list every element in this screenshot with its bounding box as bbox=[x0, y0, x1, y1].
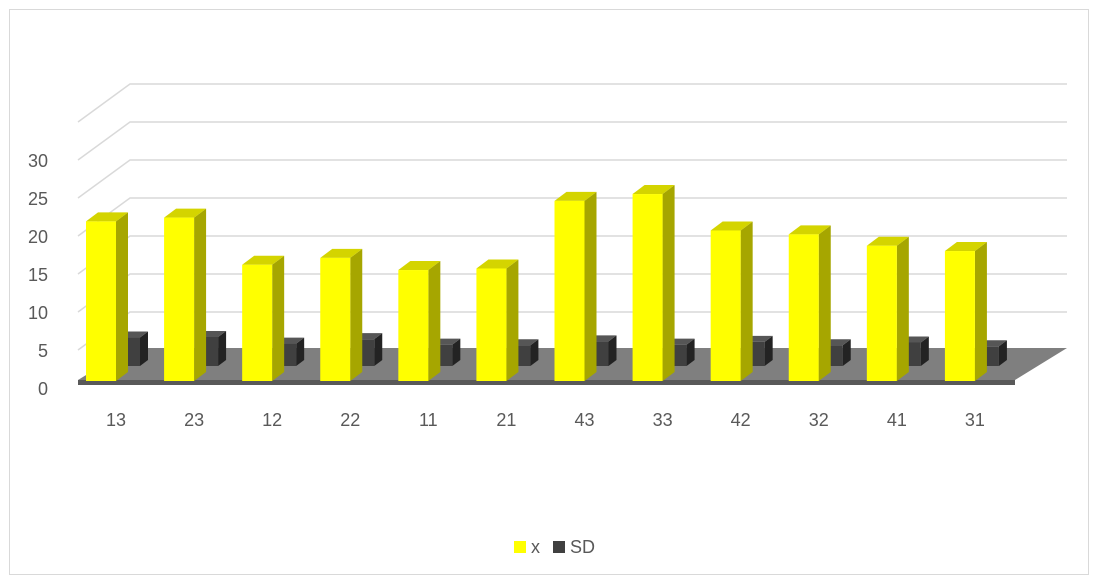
bar-sd-side bbox=[140, 331, 148, 366]
bar-x bbox=[944, 242, 987, 381]
bar-x-front bbox=[398, 270, 429, 381]
x-tick-label: 31 bbox=[965, 410, 985, 430]
x-tick-label: 41 bbox=[887, 410, 907, 430]
bar-sd-side bbox=[608, 335, 617, 366]
bar-x-top bbox=[320, 248, 363, 258]
bar-x-side bbox=[194, 208, 207, 381]
legend: x SD bbox=[514, 537, 595, 557]
bar-x-front bbox=[164, 217, 195, 381]
bar-x-side bbox=[116, 212, 128, 381]
legend-label: x bbox=[531, 537, 540, 557]
bar-x bbox=[398, 261, 441, 381]
bar-sd-side bbox=[842, 339, 851, 366]
bar-x-front bbox=[632, 194, 663, 381]
bar-x-side bbox=[974, 242, 987, 381]
bar-x bbox=[788, 225, 831, 381]
y-tick-label: 10 bbox=[28, 303, 48, 323]
y-tick-label: 30 bbox=[28, 151, 48, 171]
y-tick-label: 5 bbox=[38, 341, 48, 361]
bar-sd-side bbox=[686, 338, 695, 366]
bar-x-top bbox=[476, 259, 519, 269]
bar-x-front bbox=[320, 257, 351, 381]
bar-x-front bbox=[866, 245, 897, 381]
bar-x bbox=[164, 208, 207, 381]
bar-x-front bbox=[788, 234, 819, 381]
bar-x-top bbox=[398, 261, 441, 271]
bar-x-side bbox=[350, 248, 363, 381]
y-axis: 0 5 10 15 20 25 30 bbox=[28, 151, 48, 399]
bar-x bbox=[86, 212, 128, 381]
bar-sd-side bbox=[218, 330, 227, 366]
bar-x-top bbox=[86, 212, 128, 222]
bar-x-side bbox=[896, 236, 909, 381]
y-tick-label: 15 bbox=[28, 265, 48, 285]
bar-x bbox=[242, 255, 285, 381]
bar-x-top bbox=[866, 236, 909, 246]
y-tick-label: 25 bbox=[28, 189, 48, 209]
x-tick-label: 22 bbox=[340, 410, 360, 430]
gridline bbox=[77, 83, 1067, 123]
bar-x-front bbox=[710, 230, 741, 381]
y-tick-label: 20 bbox=[28, 227, 48, 247]
legend-label: SD bbox=[570, 537, 595, 557]
x-tick-label: 42 bbox=[731, 410, 751, 430]
bar-x-top bbox=[242, 255, 285, 265]
bar-x-top bbox=[710, 221, 753, 231]
legend-swatch bbox=[514, 541, 526, 553]
bar-x bbox=[710, 221, 753, 381]
legend-swatch bbox=[553, 541, 565, 553]
bar-x-front bbox=[476, 268, 507, 381]
bar-x-top bbox=[788, 225, 831, 235]
x-tick-label: 11 bbox=[419, 410, 438, 430]
bar-x-side bbox=[584, 191, 597, 381]
bar-x bbox=[866, 236, 909, 381]
x-tick-label: 13 bbox=[106, 410, 126, 430]
bar-x bbox=[320, 248, 363, 381]
bars bbox=[86, 185, 1007, 381]
floor-front bbox=[78, 380, 1015, 385]
bar-x-side bbox=[818, 225, 831, 381]
bar-sd-side bbox=[296, 337, 305, 366]
x-tick-label: 21 bbox=[496, 410, 516, 430]
bar-x-front bbox=[86, 221, 116, 381]
x-tick-label: 23 bbox=[184, 410, 204, 430]
x-tick-label: 32 bbox=[809, 410, 829, 430]
bar-x-front bbox=[944, 251, 975, 381]
bar-sd-side bbox=[452, 338, 461, 366]
x-tick-label: 33 bbox=[653, 410, 673, 430]
bar-x-top bbox=[554, 191, 597, 201]
bar-x-side bbox=[428, 261, 441, 381]
bar-x-top bbox=[944, 242, 987, 252]
bar-x-front bbox=[554, 200, 585, 381]
bar-x-side bbox=[272, 255, 285, 381]
bar-sd-side bbox=[920, 336, 929, 366]
gridline bbox=[77, 121, 1067, 161]
y-tick-label: 0 bbox=[38, 379, 48, 399]
bar-x-side bbox=[662, 185, 675, 381]
bar-sd-side bbox=[764, 335, 773, 366]
bar-x-side bbox=[740, 221, 753, 381]
x-tick-label: 12 bbox=[262, 410, 282, 430]
bar-x bbox=[632, 185, 675, 381]
gridline bbox=[77, 159, 1067, 199]
bar-x bbox=[476, 259, 519, 381]
x-tick-label: 43 bbox=[574, 410, 594, 430]
bar-x-top bbox=[632, 185, 675, 195]
bar-sd-side bbox=[530, 339, 539, 366]
bar-x-top bbox=[164, 208, 207, 218]
bar-sd-side bbox=[374, 333, 383, 366]
x-axis: 13 23 12 22 11 21 43 33 42 32 41 31 bbox=[106, 410, 985, 430]
bar-x-front bbox=[242, 264, 273, 381]
bar-sd-side bbox=[998, 340, 1007, 366]
bar-x-side bbox=[506, 259, 519, 381]
bar-x bbox=[554, 191, 597, 381]
